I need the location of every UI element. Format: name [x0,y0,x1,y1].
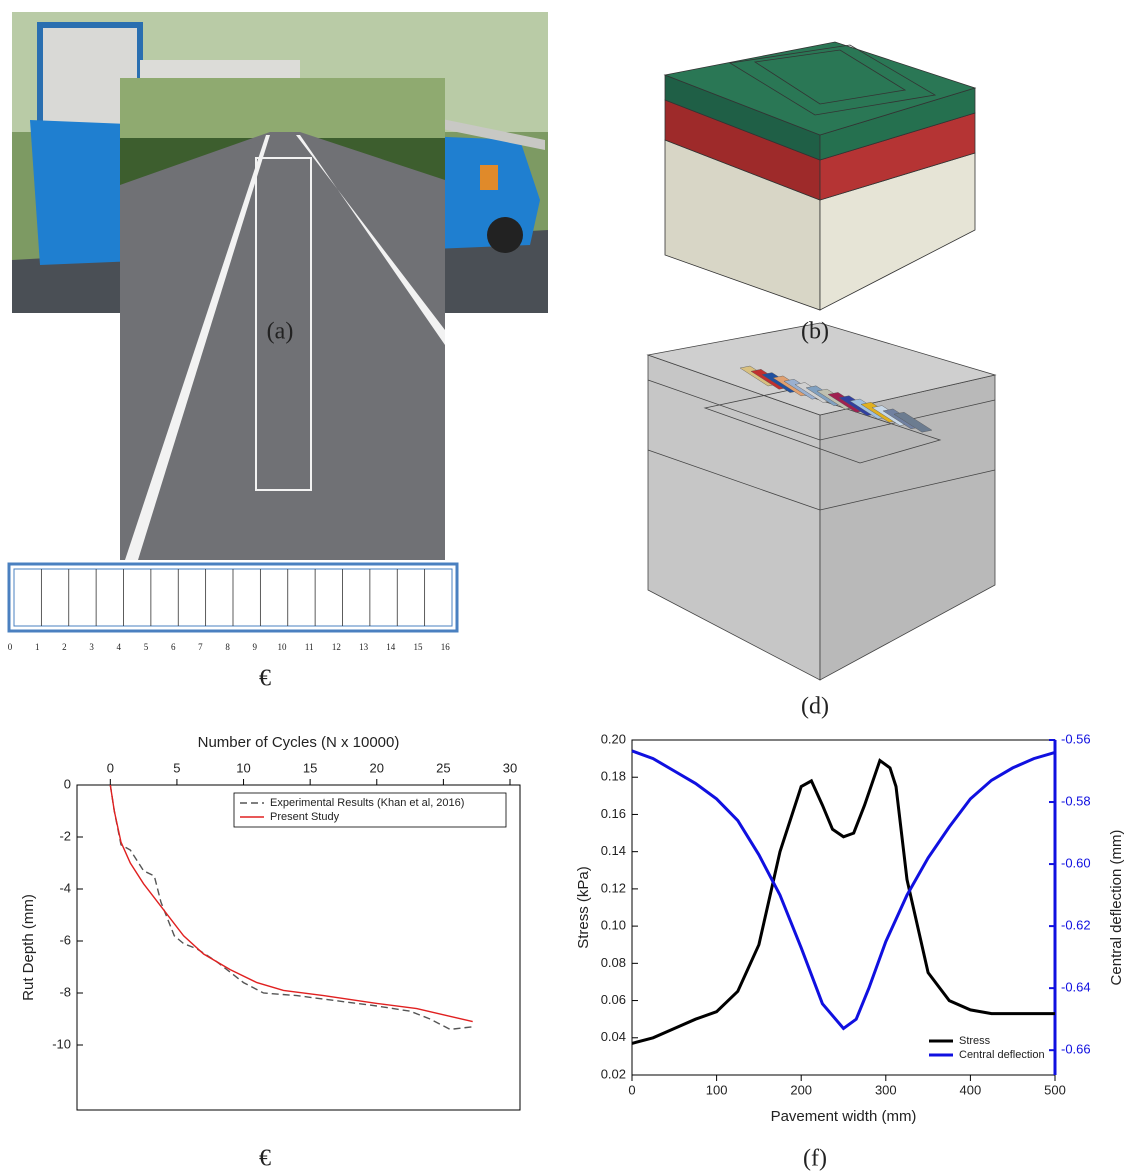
load-strips [739,365,933,433]
x-axis-label: Pavement width (mm) [771,1108,917,1125]
y-tick-label: -2 [59,828,71,843]
y2-tick-label: -0.60 [1061,856,1091,871]
scale-label: 5 [144,642,149,652]
legend-box [923,1031,1041,1065]
x-tick-label: 15 [303,760,317,775]
y2-tick-label: -0.66 [1061,1042,1091,1057]
y-tick-label: 0.06 [601,992,626,1007]
scale-label: 12 [332,642,341,652]
road-photo [120,78,445,560]
scale-label: 0 [8,642,13,652]
x-tick-label: 30 [503,760,517,775]
legend-box [233,792,507,828]
y2-tick-label: -0.56 [1061,731,1091,746]
scale-label: 11 [305,642,314,652]
series-line [109,784,473,1023]
scale-label: 2 [62,642,67,652]
pavement-model [663,41,977,311]
load-strip [893,411,933,433]
scale-label: 16 [441,642,451,652]
series-line [631,749,1056,1031]
y-tick-label: 0.02 [601,1066,626,1081]
y-tick-label: 0.08 [601,955,626,970]
y-tick-label: -10 [52,1036,71,1051]
y-tick-label: -4 [59,880,71,895]
y-tick-label: 0.12 [601,880,626,895]
legend-label: Present Study [270,811,340,823]
x-tick-label: 500 [1044,1082,1066,1097]
x-tick-label: 25 [436,760,450,775]
series-line [631,758,1055,1045]
y2-axis-label: Central deflection (mm) [1108,830,1125,986]
y-tick-label: 0 [64,776,71,791]
y-tick-label: -8 [59,984,71,999]
panel-label: € [259,1146,271,1172]
y-tick-label: 0.16 [601,806,626,821]
y-tick-label: 0.04 [601,1029,626,1044]
x-tick-label: 0 [107,760,114,775]
y2-tick-label: -0.58 [1061,793,1091,808]
y-tick-label: 0.10 [601,918,626,933]
scale-label: 4 [117,642,122,652]
y-tick-label: 0.18 [601,769,626,784]
y-axis-label: Stress (kPa) [575,866,592,949]
legend-label: Stress [959,1035,991,1047]
panel-label: € [259,666,271,692]
y-tick-label: 0.14 [601,843,626,858]
y-tick-label: 0.20 [601,731,626,746]
scale-label: 10 [278,642,288,652]
legend-label: Experimental Results (Khan et al, 2016) [270,797,464,809]
x-tick-label: 5 [173,760,180,775]
x-tick-label: 20 [370,760,384,775]
scale-label: 9 [253,642,258,652]
scale-label: 8 [225,642,230,652]
x-tick-label: 10 [236,760,250,775]
plot-frame [631,739,1056,1076]
panel-label: (a) [267,319,294,345]
scale-label: 6 [171,642,176,652]
y-axis-label: Rut Depth (mm) [20,894,37,1001]
y2-tick-label: -0.62 [1061,918,1091,933]
scale-label: 7 [198,642,203,652]
x-tick-label: 200 [790,1082,812,1097]
panel-label: (b) [801,319,829,345]
transparent-model [646,322,997,681]
scale-label: 15 [414,642,424,652]
x-tick-label: 300 [875,1082,897,1097]
x-tick-label: 400 [960,1082,982,1097]
scale-label: 13 [359,642,369,652]
x-tick-label: 0 [628,1082,635,1097]
y-tick-label: -6 [59,932,71,947]
y2-tick-label: -0.64 [1061,980,1091,995]
plot-frame [76,784,521,1111]
x-axis-label: Number of Cycles (N x 10000) [198,734,400,751]
legend-label: Central deflection [959,1049,1045,1061]
scale-label: 3 [89,642,94,652]
panel-label: (f) [803,1146,827,1172]
panel-label: (d) [801,694,829,720]
scale-label: 1 [35,642,40,652]
scale-label: 14 [386,642,396,652]
x-tick-label: 100 [706,1082,728,1097]
